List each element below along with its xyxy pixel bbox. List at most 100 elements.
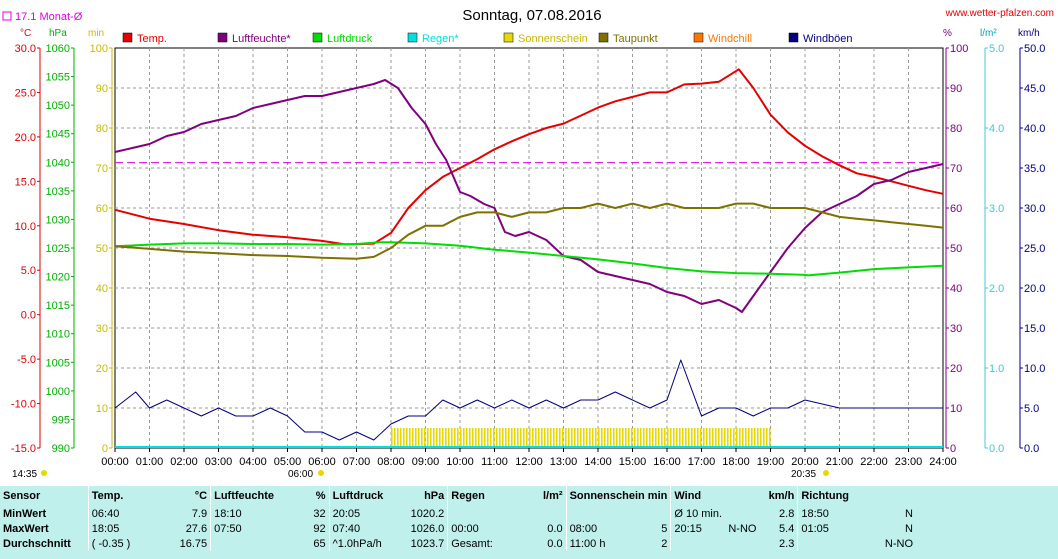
sunshine-bar [688, 428, 690, 448]
series-line-luftdruck [114, 241, 944, 277]
sunshine-bar [484, 428, 486, 448]
sunshine-bar [598, 428, 600, 448]
sunshine-bar [481, 428, 483, 448]
sunshine-bar [430, 428, 432, 448]
sunshine-bar [409, 428, 411, 448]
axis-sunshine-tick-label: 70 [96, 163, 108, 175]
stats-row-avg: Durchschnitt ( -0.35 ) 16.75 65 ^1.0hPa/… [0, 536, 916, 551]
sunshine-bar [511, 428, 513, 448]
x-tick-label: 07:00 [343, 456, 371, 468]
chart-header: Sonntag, 07.08.2016 www.wetter-pfalzen.c… [2, 7, 1054, 39]
axis-pressure-tick-label: 995 [52, 414, 70, 426]
avg-label: Durchschnitt [3, 537, 71, 550]
legend-swatch [503, 32, 514, 43]
axis-pressure-tick-label: 1025 [46, 243, 70, 255]
sunshine-bar [769, 428, 771, 448]
sunshine-bar [502, 428, 504, 448]
x-tick-label: 05:00 [274, 456, 302, 468]
sunshine-bar [679, 428, 681, 448]
axis-rain-tick-label: 1.0 [989, 363, 1004, 375]
min-rain-val [514, 506, 566, 521]
legend-swatch [407, 32, 418, 43]
max-dir-val: N [905, 522, 913, 535]
sunshine-bar [589, 428, 591, 448]
max-rain-val: 0.0 [547, 522, 563, 535]
hdr-rain-unit: l/m² [543, 490, 563, 502]
sunshine-bar [424, 428, 426, 448]
x-tick-label: 19:00 [757, 456, 785, 468]
avg-dir-val: N-NO [884, 537, 913, 550]
sunrise-sun-icon [318, 470, 324, 476]
unit-lm2: l/m² [980, 28, 997, 39]
sunshine-bar [658, 428, 660, 448]
sunshine-bar [640, 428, 642, 448]
max-press-time: 07:40 [328, 521, 396, 536]
sunshine-bar [655, 428, 657, 448]
hdr-hum-unit: % [315, 490, 326, 502]
hdr-hum: Luftfeuchte [210, 486, 278, 506]
sunshine-bar [556, 428, 558, 448]
legend-label: Luftdruck [327, 33, 373, 45]
sunset-sun-icon [823, 470, 829, 476]
sunshine-bar [487, 428, 489, 448]
axis-wind-tick-label: 30.0 [1024, 203, 1045, 215]
axis-sunshine-tick-label: 80 [96, 123, 108, 135]
sunshine-bar [478, 428, 480, 448]
legend-swatch [122, 32, 133, 43]
axis-humidity-tick-label: 40 [950, 283, 962, 295]
sunshine-bar [613, 428, 615, 448]
sunshine-bar [394, 428, 396, 448]
axis-temp-tick-label: -10.0 [11, 399, 36, 411]
sunshine-bar [616, 428, 618, 448]
hdr-wind-dir [725, 486, 759, 506]
x-tick-label: 01:00 [136, 456, 164, 468]
sunshine-bar [697, 428, 699, 448]
axis-temp-tick-label: 10.0 [15, 221, 36, 233]
axis-humidity-tick-label: 50 [950, 243, 962, 255]
min-wind-time: Ø 10 min. [670, 506, 726, 521]
hdr-press-unit: hPa [424, 490, 445, 502]
axis-rain-tick-label: 4.0 [989, 123, 1004, 135]
sunshine-bar [628, 428, 630, 448]
axis-wind-tick-label: 35.0 [1024, 163, 1045, 175]
legend-label: Windchill [708, 33, 752, 45]
sunshine-bar [463, 428, 465, 448]
sunshine-bar [571, 428, 573, 448]
avg-wind-time [670, 536, 726, 551]
sunshine-bar [715, 428, 717, 448]
min-rain-time [447, 506, 514, 521]
sunshine-bar [469, 428, 471, 448]
sunshine-bar [646, 428, 648, 448]
axis-temp-tick-label: 20.0 [15, 132, 36, 144]
sunshine-bar [514, 428, 516, 448]
sunshine-bar [583, 428, 585, 448]
sunshine-bar [664, 428, 666, 448]
max-wind-val: 5.4 [779, 522, 795, 535]
axis-sunshine-tick-label: 50 [96, 243, 108, 255]
avg-wind-val: 2.3 [779, 537, 795, 550]
sunshine-bar [649, 428, 651, 448]
axis-pressure-tick-label: 1010 [46, 329, 70, 341]
sunshine-bar [721, 428, 723, 448]
sunshine-bar [547, 428, 549, 448]
max-wind-dir: N-NO [728, 522, 757, 535]
x-tick-label: 24:00 [929, 456, 957, 468]
sunshine-bar [685, 428, 687, 448]
x-tick-label: 22:00 [860, 456, 888, 468]
axis-pressure-tick-label: 990 [52, 443, 70, 455]
x-tick-label: 09:00 [412, 456, 440, 468]
axis-pressure-tick-label: 1005 [46, 357, 70, 369]
monat-label: 17.1 Monat-Ø [15, 11, 83, 23]
axis-sunshine-tick-label: 30 [96, 323, 108, 335]
min-wind-val: 2.8 [779, 507, 795, 520]
sunshine-bar [661, 428, 663, 448]
weather-chart: 00:00 01:00 02:00 03:00 04:00 05:00 06:00 07:00… [2, 7, 1054, 480]
sunshine-bar [427, 428, 429, 448]
sunshine-bar [739, 428, 741, 448]
axis-pressure-tick-label: 1035 [46, 186, 70, 198]
sunrise-label: 06:00 [288, 469, 313, 480]
unit-min: min [88, 28, 104, 39]
sunshine-bar [733, 428, 735, 448]
axis-temp-tick-label: -5.0 [17, 354, 36, 366]
time-markers: 14:35 06:00 20:35 [12, 469, 829, 480]
